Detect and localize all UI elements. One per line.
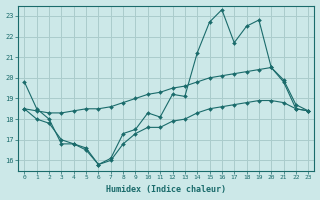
X-axis label: Humidex (Indice chaleur): Humidex (Indice chaleur) (106, 185, 226, 194)
